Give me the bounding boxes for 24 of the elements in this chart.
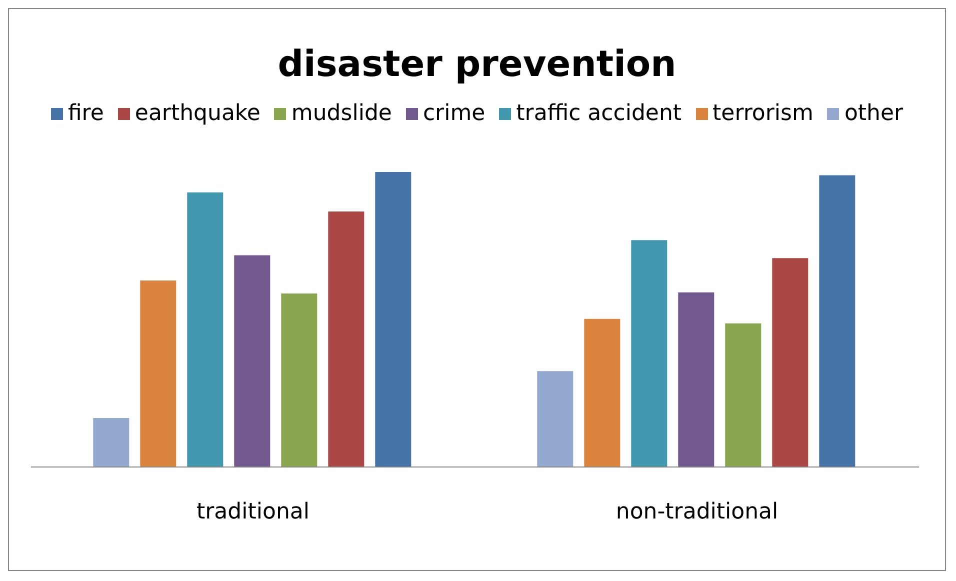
bar	[772, 258, 808, 467]
bar	[93, 418, 130, 467]
legend-label: other	[843, 101, 904, 126]
legend-label: earthquake	[134, 101, 260, 126]
legend-label: crime	[422, 101, 486, 126]
legend-label: traffic accident	[515, 101, 682, 126]
bar	[631, 240, 668, 467]
legend-label: terrorism	[712, 101, 814, 126]
bar	[725, 323, 762, 467]
bar	[140, 280, 176, 467]
bar	[187, 192, 224, 467]
bar	[375, 172, 412, 467]
bar	[584, 318, 620, 467]
legend-label: mudslide	[290, 101, 392, 126]
bar	[819, 175, 856, 467]
bar	[537, 371, 574, 467]
x-tick-label: traditional	[196, 500, 310, 525]
chart-title: disaster prevention	[276, 44, 678, 85]
bar	[234, 255, 270, 467]
legend-label: fire	[66, 101, 104, 126]
bar	[281, 294, 318, 467]
bar	[678, 292, 714, 467]
x-tick-label: non-traditional	[616, 500, 778, 525]
bar	[328, 212, 364, 467]
